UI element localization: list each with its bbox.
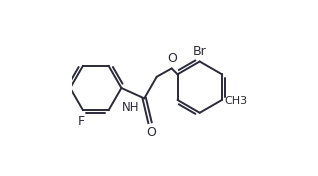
Text: O: O (146, 126, 156, 139)
Text: O: O (168, 52, 177, 65)
Text: F: F (78, 115, 85, 128)
Text: NH: NH (122, 101, 140, 114)
Text: CH3: CH3 (224, 96, 247, 106)
Text: Br: Br (193, 45, 207, 58)
